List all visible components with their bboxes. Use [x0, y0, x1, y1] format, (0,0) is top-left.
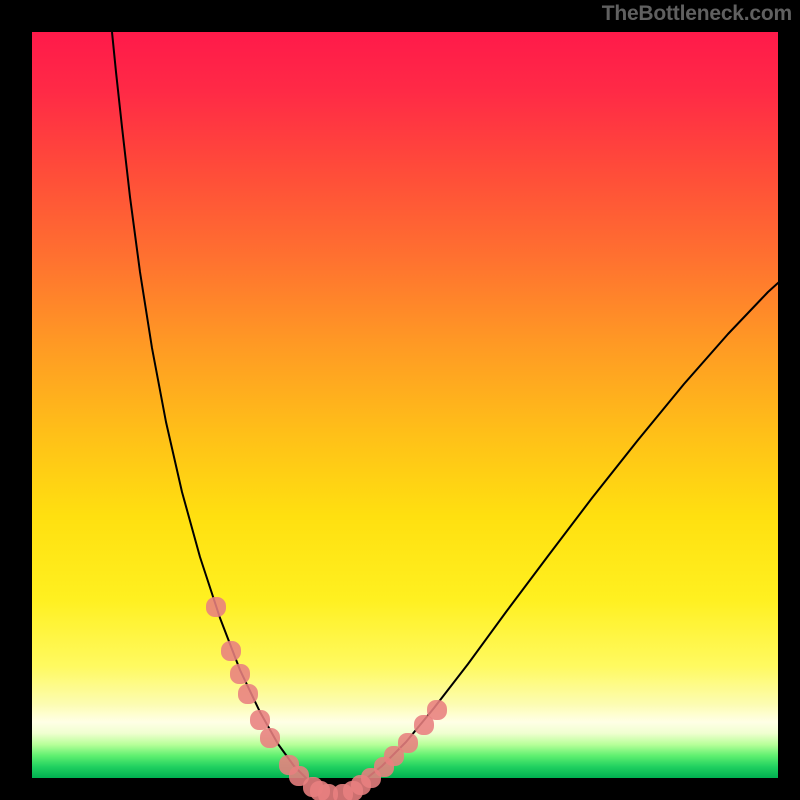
data-point-marker — [318, 784, 338, 800]
data-point-marker — [343, 781, 363, 800]
plot-gradient-background — [32, 32, 778, 778]
data-point-marker — [310, 781, 330, 800]
watermark-text: TheBottleneck.com — [602, 2, 792, 26]
data-point-marker — [333, 784, 353, 800]
chart-root: TheBottleneck.com — [0, 0, 800, 800]
data-point-marker — [351, 775, 371, 795]
data-point-marker — [303, 777, 323, 797]
